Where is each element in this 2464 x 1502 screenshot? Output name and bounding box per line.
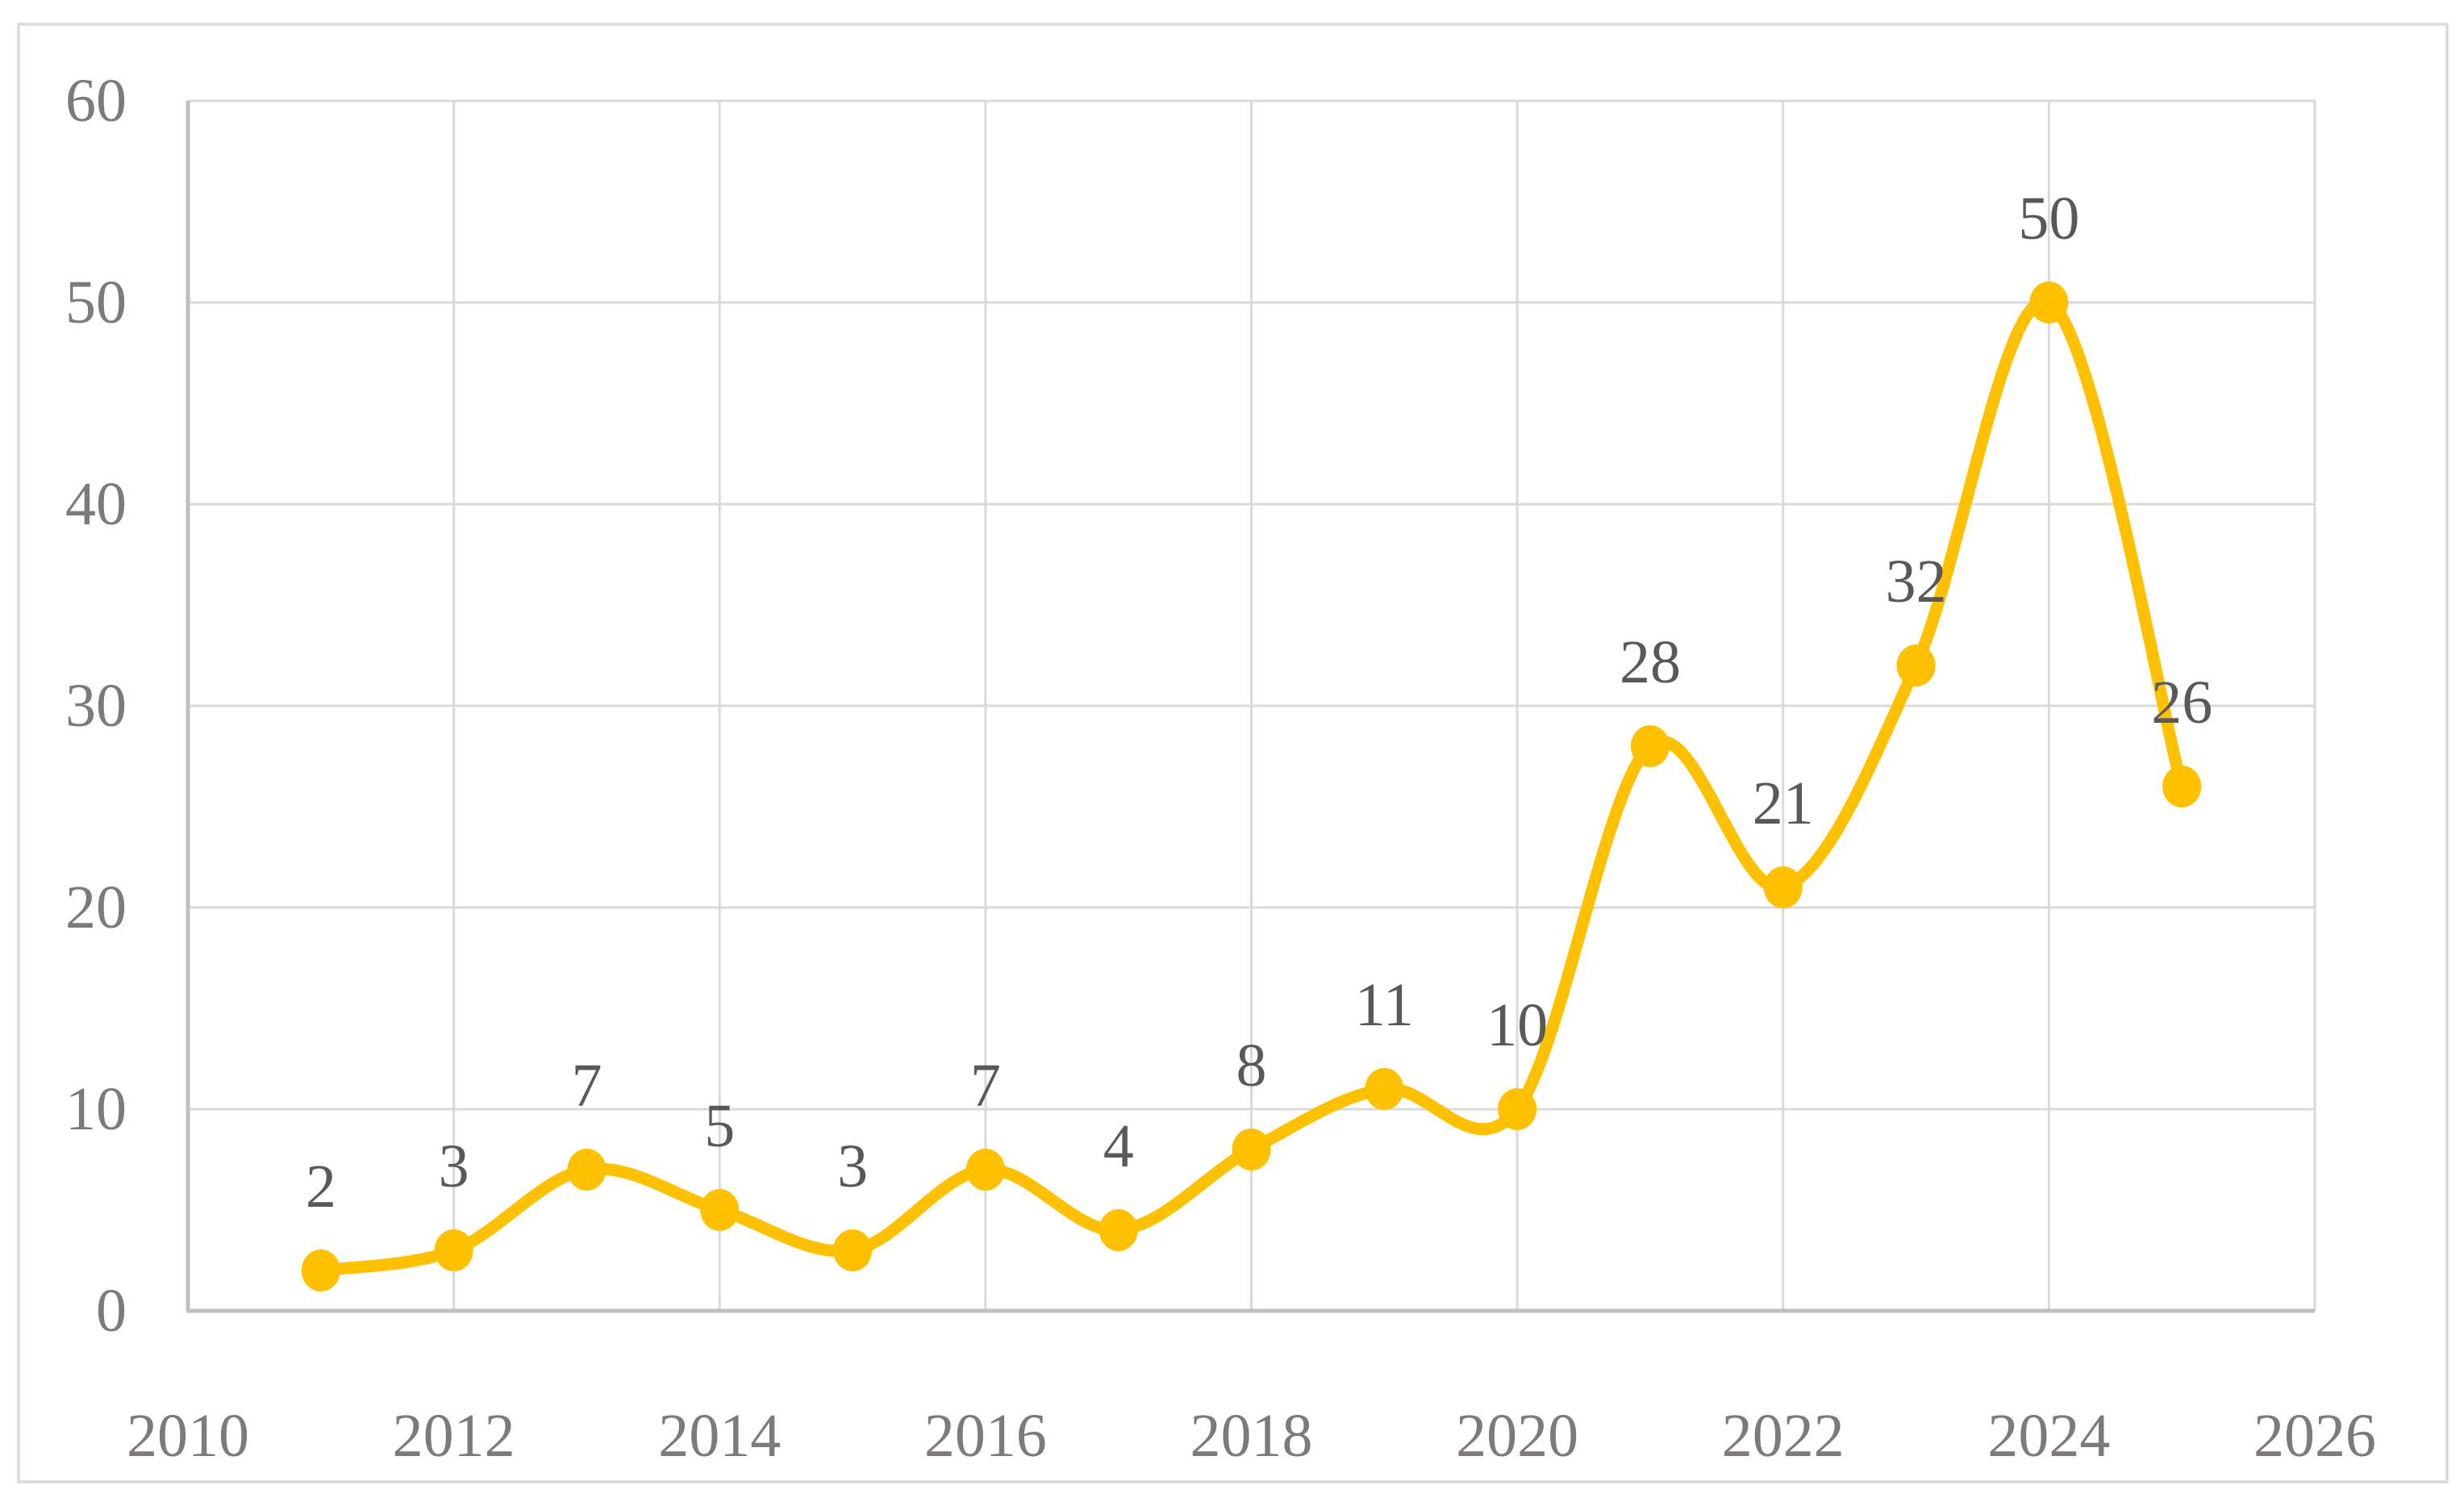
data-label: 11: [1355, 971, 1414, 1039]
data-point-marker: [567, 1149, 607, 1191]
data-point-marker: [1896, 645, 1936, 686]
x-tick-label: 2012: [393, 1402, 515, 1470]
data-label: 5: [704, 1092, 735, 1160]
data-label: 50: [2018, 185, 2079, 252]
y-tick-label: 0: [96, 1277, 127, 1345]
y-tick-label: 30: [65, 672, 127, 740]
data-point-marker: [434, 1229, 473, 1271]
data-label: 26: [2151, 669, 2212, 736]
data-point-marker: [1630, 725, 1670, 767]
gridlines: [188, 99, 2316, 1311]
data-point-marker: [833, 1229, 873, 1271]
data-label: 7: [970, 1052, 1001, 1120]
data-point-marker: [1365, 1068, 1404, 1110]
data-series: [301, 282, 2202, 1291]
data-label: 4: [1103, 1112, 1134, 1180]
data-point-marker: [1232, 1129, 1271, 1170]
x-tick-label: 2020: [1456, 1402, 1578, 1470]
data-point-marker: [700, 1189, 740, 1231]
y-tick-label: 10: [65, 1075, 127, 1143]
data-label: 3: [439, 1133, 469, 1200]
x-tick-label: 2016: [924, 1402, 1047, 1470]
labels: 0 10 20 30 40 50 60 2010 2012 2014 2016 2018 2020 202…: [65, 67, 2376, 1470]
x-tick-label: 2018: [1190, 1402, 1313, 1470]
data-point-marker: [1498, 1088, 1537, 1130]
data-label: 21: [1753, 770, 1814, 837]
y-tick-label: 40: [65, 470, 127, 538]
x-tick-label: 2022: [1722, 1402, 1845, 1470]
y-tick-label: 50: [65, 269, 127, 336]
data-point-marker: [2162, 766, 2202, 807]
data-label: 8: [1236, 1032, 1267, 1099]
x-tick-label: 2026: [2253, 1402, 2376, 1470]
chart-border: [17, 23, 2449, 1483]
y-tick-label: 20: [65, 874, 127, 941]
data-point-marker: [965, 1149, 1005, 1191]
data-label: 10: [1486, 991, 1548, 1059]
x-tick-label: 2024: [1987, 1402, 2110, 1470]
data-label: 2: [306, 1153, 336, 1220]
data-label: 7: [571, 1052, 602, 1120]
x-tick-label: 2014: [658, 1402, 781, 1470]
y-tick-label: 60: [65, 67, 127, 135]
axis-lines: [186, 101, 2315, 1313]
data-label: 28: [1620, 628, 1681, 696]
data-point-marker: [1099, 1209, 1138, 1251]
data-label: 32: [1886, 548, 1947, 615]
data-point-marker: [2029, 282, 2069, 323]
data-label: 3: [837, 1133, 868, 1200]
data-point-marker: [1763, 866, 1803, 908]
data-point-marker: [301, 1250, 340, 1291]
x-tick-label: 2010: [127, 1402, 249, 1470]
